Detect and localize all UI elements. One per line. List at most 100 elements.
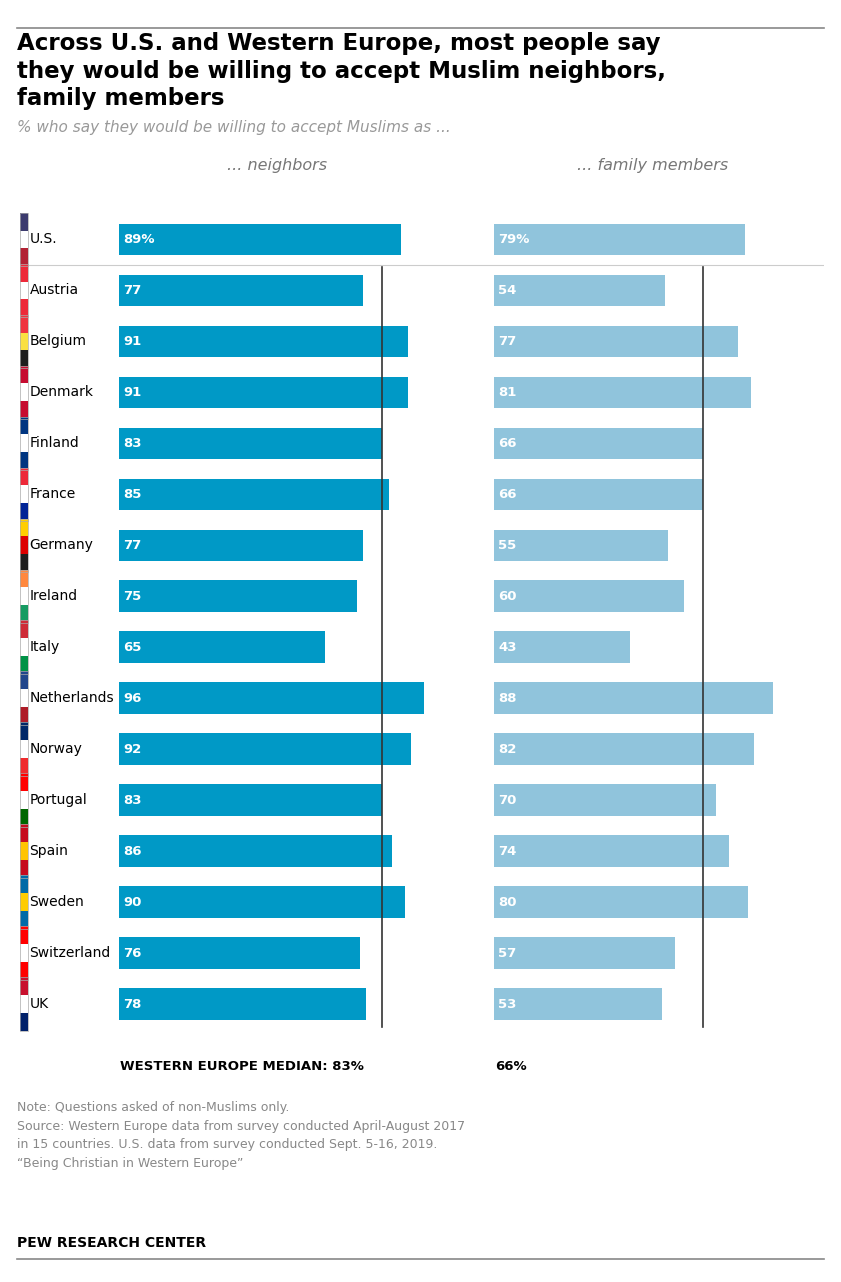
Bar (494, 223, 745, 255)
FancyBboxPatch shape (20, 791, 28, 809)
Text: 75: 75 (124, 590, 141, 603)
FancyBboxPatch shape (20, 401, 28, 419)
FancyBboxPatch shape (20, 282, 28, 300)
FancyBboxPatch shape (20, 536, 28, 554)
Text: Portugal: Portugal (29, 794, 87, 808)
FancyBboxPatch shape (20, 264, 28, 282)
Bar (20, 518, 28, 572)
Text: 83: 83 (124, 794, 142, 806)
Bar (119, 326, 408, 358)
Text: 90: 90 (124, 896, 141, 909)
Bar (494, 836, 729, 867)
Text: Netherlands: Netherlands (29, 691, 114, 705)
FancyBboxPatch shape (20, 231, 28, 249)
Text: U.S.: U.S. (29, 232, 57, 246)
Text: 86: 86 (124, 845, 142, 858)
FancyBboxPatch shape (20, 758, 28, 776)
FancyBboxPatch shape (20, 554, 28, 572)
Bar (494, 632, 630, 663)
Text: Finland: Finland (29, 436, 79, 450)
FancyBboxPatch shape (20, 314, 28, 332)
Bar (494, 529, 669, 562)
Bar (20, 314, 28, 368)
Bar (494, 733, 754, 765)
FancyBboxPatch shape (20, 249, 28, 267)
Text: 66%: 66% (495, 1060, 526, 1073)
Bar (494, 785, 716, 815)
FancyBboxPatch shape (20, 860, 28, 878)
Bar (494, 886, 748, 918)
Bar (119, 937, 360, 969)
FancyBboxPatch shape (20, 773, 28, 791)
Bar (494, 478, 703, 510)
Bar (20, 876, 28, 929)
Text: 55: 55 (499, 538, 516, 551)
FancyBboxPatch shape (20, 213, 28, 231)
Bar (119, 529, 363, 562)
FancyBboxPatch shape (20, 912, 28, 929)
FancyBboxPatch shape (20, 504, 28, 520)
Text: 77: 77 (499, 335, 516, 347)
Text: 77: 77 (124, 283, 141, 297)
FancyBboxPatch shape (20, 672, 28, 690)
FancyBboxPatch shape (20, 300, 28, 317)
Bar (20, 977, 28, 1031)
FancyBboxPatch shape (20, 809, 28, 827)
FancyBboxPatch shape (20, 894, 28, 912)
Text: 57: 57 (499, 946, 516, 960)
Text: 60: 60 (499, 590, 517, 603)
Bar (494, 377, 751, 408)
Bar (494, 682, 774, 714)
Text: 85: 85 (124, 488, 141, 501)
FancyBboxPatch shape (20, 708, 28, 726)
Bar (119, 836, 392, 867)
FancyBboxPatch shape (20, 350, 28, 368)
Bar (20, 264, 28, 317)
Text: 80: 80 (499, 896, 517, 909)
FancyBboxPatch shape (20, 842, 28, 860)
Text: 74: 74 (499, 845, 516, 858)
Text: 83: 83 (124, 437, 142, 450)
Text: PEW RESEARCH CENTER: PEW RESEARCH CENTER (17, 1236, 206, 1250)
Text: 76: 76 (124, 946, 141, 960)
Text: 43: 43 (499, 641, 517, 654)
Text: 54: 54 (499, 283, 516, 297)
FancyBboxPatch shape (20, 876, 28, 894)
Text: Ireland: Ireland (29, 590, 77, 604)
Bar (20, 468, 28, 520)
Bar (119, 886, 405, 918)
Bar (119, 632, 325, 663)
Bar (20, 620, 28, 674)
Bar (20, 824, 28, 878)
Bar (20, 672, 28, 726)
Bar (119, 581, 357, 612)
Bar (20, 927, 28, 979)
FancyBboxPatch shape (20, 365, 28, 383)
Text: Spain: Spain (29, 844, 68, 858)
FancyBboxPatch shape (20, 417, 28, 435)
Text: ... family members: ... family members (577, 158, 728, 173)
Text: France: France (29, 487, 76, 501)
FancyBboxPatch shape (20, 435, 28, 453)
Text: 89%: 89% (124, 233, 155, 246)
Text: 70: 70 (499, 794, 516, 806)
FancyBboxPatch shape (20, 638, 28, 656)
Text: Denmark: Denmark (29, 386, 93, 400)
Text: 78: 78 (124, 997, 141, 1010)
Text: 91: 91 (124, 386, 141, 399)
FancyBboxPatch shape (20, 383, 28, 401)
Text: 65: 65 (124, 641, 141, 654)
Text: Austria: Austria (29, 283, 79, 297)
Text: Norway: Norway (29, 742, 82, 756)
Bar (119, 988, 367, 1020)
FancyBboxPatch shape (20, 995, 28, 1013)
Bar (119, 478, 389, 510)
Text: UK: UK (29, 997, 49, 1011)
Bar (119, 377, 408, 408)
Text: 77: 77 (124, 538, 141, 551)
Text: WESTERN EUROPE MEDIAN: 83%: WESTERN EUROPE MEDIAN: 83% (120, 1060, 364, 1073)
Text: 66: 66 (499, 488, 517, 501)
Bar (20, 213, 28, 267)
Bar (494, 937, 674, 969)
Text: Switzerland: Switzerland (29, 946, 111, 960)
